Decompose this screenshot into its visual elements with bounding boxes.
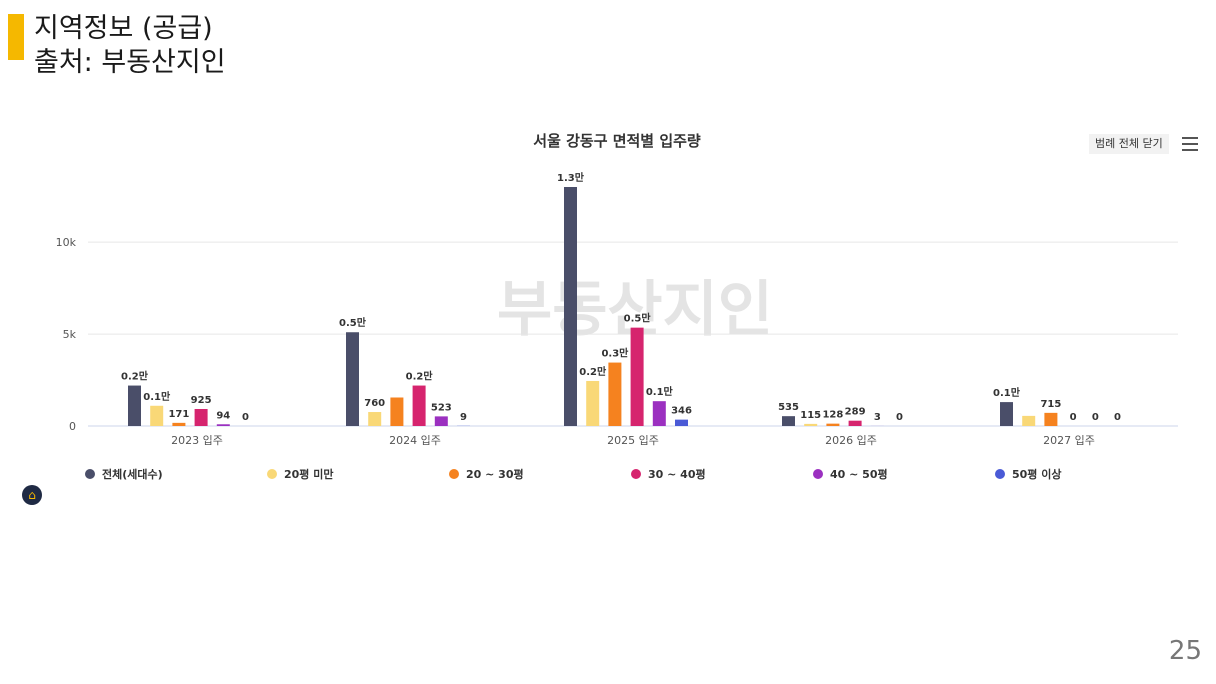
data-label: 523 xyxy=(431,402,452,413)
legend-item-label: 20평 미만 xyxy=(284,467,334,481)
legend-item-label: 50평 이상 xyxy=(1012,467,1062,481)
data-label: 94 xyxy=(216,410,230,421)
page-number: 25 xyxy=(1168,636,1202,666)
data-label: 0.1만 xyxy=(993,386,1021,399)
bar xyxy=(630,327,644,426)
legend-marker xyxy=(449,469,459,479)
legend-marker xyxy=(85,469,95,479)
bar xyxy=(608,362,622,426)
x-tick-label: 2024 입주 xyxy=(389,434,441,447)
bar xyxy=(675,419,688,426)
bar xyxy=(346,332,359,426)
data-label: 0.2만 xyxy=(579,365,607,378)
data-label: 715 xyxy=(1040,399,1061,410)
x-tick-label: 2023 입주 xyxy=(171,434,223,447)
data-label: 0.2만 xyxy=(121,370,149,383)
bar xyxy=(412,385,426,426)
data-label: 760 xyxy=(364,398,385,409)
title-accent-bar xyxy=(8,14,24,60)
data-label: 0.1만 xyxy=(143,390,171,403)
x-tick-label: 2026 입주 xyxy=(825,434,877,447)
bar xyxy=(564,187,577,426)
slide-title: 지역정보 (공급) 출처: 부동산지인 xyxy=(34,12,226,80)
legend-toggle-button[interactable]: 범례 전체 닫기 xyxy=(1089,134,1169,154)
bar xyxy=(128,385,141,426)
legend-marker xyxy=(631,469,641,479)
legend-marker xyxy=(813,469,823,479)
data-label: 0.2만 xyxy=(406,370,434,383)
bar xyxy=(652,401,666,426)
data-label: 535 xyxy=(778,402,799,413)
legend-item-label: 20 ~ 30평 xyxy=(466,467,524,481)
y-tick-label: 10k xyxy=(56,236,77,249)
legend-item-label: 30 ~ 40평 xyxy=(648,467,706,481)
data-label: 171 xyxy=(168,409,189,420)
bar xyxy=(434,416,448,426)
bar xyxy=(848,420,862,426)
x-tick-label: 2027 입주 xyxy=(1043,434,1095,447)
data-label: 289 xyxy=(845,407,866,418)
slide-source-line: 출처: 부동산지인 xyxy=(34,47,226,78)
data-label: 128 xyxy=(822,410,843,421)
legend-item-label: 40 ~ 50평 xyxy=(830,467,888,481)
y-tick-label: 5k xyxy=(63,328,77,341)
data-label: 0 xyxy=(242,412,249,423)
data-label: 0.3만 xyxy=(601,347,629,360)
chart-title: 서울 강동구 면적별 입주량 xyxy=(533,132,701,150)
slide-title-line-1: 지역정보 (공급) xyxy=(34,13,213,44)
data-label: 115 xyxy=(800,410,821,421)
bar xyxy=(1044,412,1058,426)
bar xyxy=(216,424,230,426)
data-label: 346 xyxy=(671,406,692,417)
bar xyxy=(150,405,164,426)
data-label: 0.1만 xyxy=(646,385,674,398)
data-label: 3 xyxy=(874,412,881,423)
legend-item-label: 전체(세대수) xyxy=(102,467,163,481)
bar xyxy=(1000,402,1013,426)
bar xyxy=(586,380,600,426)
data-label: 0 xyxy=(896,412,903,423)
bar xyxy=(826,423,840,426)
bar xyxy=(368,412,382,426)
legend-marker xyxy=(267,469,277,479)
hamburger-menu-icon[interactable] xyxy=(1182,137,1198,151)
data-label: 1.3만 xyxy=(557,171,585,184)
bar xyxy=(194,408,208,426)
bar xyxy=(1022,415,1036,426)
data-label: 0 xyxy=(1092,412,1099,423)
data-label: 0 xyxy=(1114,412,1121,423)
data-label: 9 xyxy=(460,412,467,423)
data-label: 0 xyxy=(1070,412,1077,423)
data-label: 0.5만 xyxy=(624,312,652,325)
y-tick-label: 0 xyxy=(69,420,76,433)
legend-marker xyxy=(995,469,1005,479)
bar xyxy=(782,416,795,426)
bar xyxy=(172,422,186,426)
bar xyxy=(804,423,818,426)
x-tick-label: 2025 입주 xyxy=(607,434,659,447)
home-logo-icon[interactable]: ⌂ xyxy=(22,485,42,505)
bar xyxy=(390,397,404,426)
data-label: 0.5만 xyxy=(339,316,367,329)
data-label: 925 xyxy=(191,395,212,406)
